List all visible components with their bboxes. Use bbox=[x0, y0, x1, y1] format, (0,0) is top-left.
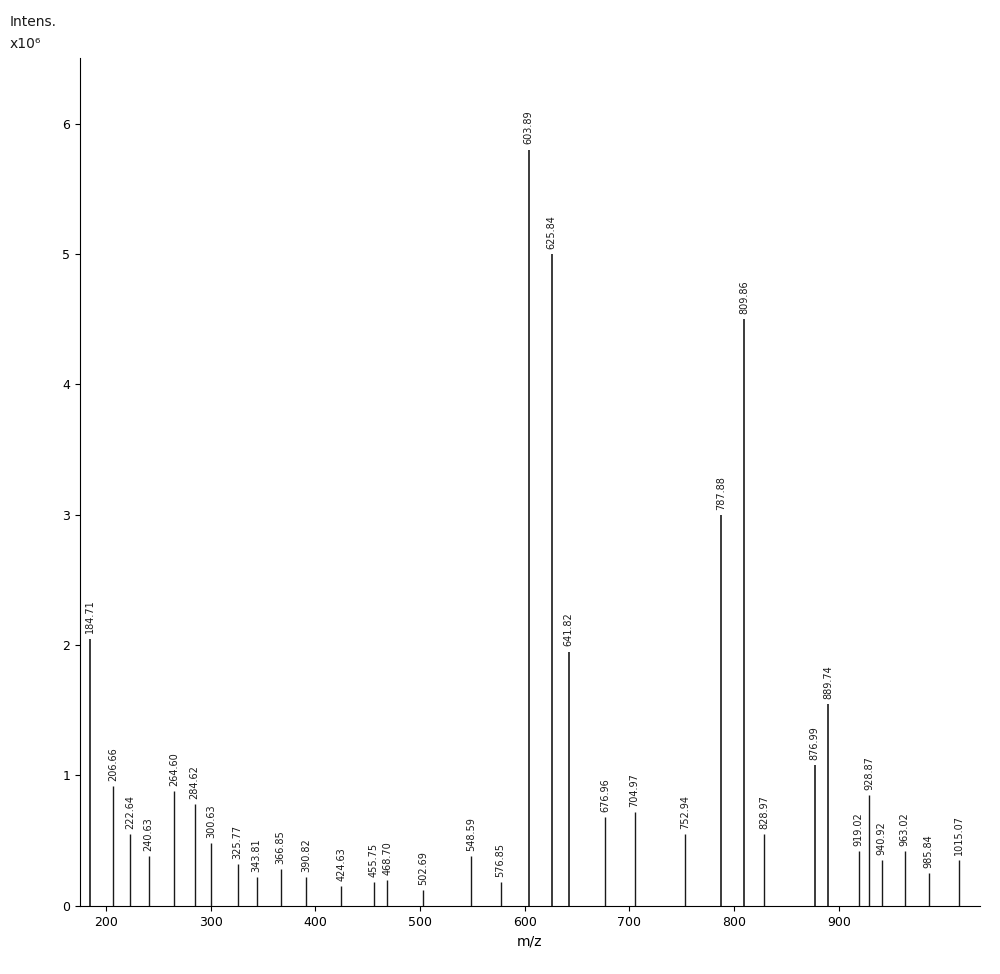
Text: 455.75: 455.75 bbox=[369, 843, 379, 878]
Text: 366.85: 366.85 bbox=[276, 831, 286, 864]
Text: 206.66: 206.66 bbox=[108, 747, 118, 781]
X-axis label: m/z: m/z bbox=[517, 934, 543, 948]
Text: 928.87: 928.87 bbox=[864, 756, 874, 790]
Text: 889.74: 889.74 bbox=[823, 665, 833, 698]
Text: 603.89: 603.89 bbox=[524, 111, 534, 144]
Text: 1015.07: 1015.07 bbox=[954, 815, 964, 855]
Text: 184.71: 184.71 bbox=[85, 600, 95, 633]
Text: 502.69: 502.69 bbox=[418, 851, 428, 885]
Text: 300.63: 300.63 bbox=[206, 805, 216, 838]
Text: 809.86: 809.86 bbox=[739, 281, 749, 314]
Text: 468.70: 468.70 bbox=[382, 841, 392, 875]
Text: 240.63: 240.63 bbox=[144, 817, 154, 851]
Text: 985.84: 985.84 bbox=[924, 835, 934, 868]
Text: 343.81: 343.81 bbox=[252, 839, 262, 872]
Text: 641.82: 641.82 bbox=[564, 613, 574, 647]
Text: Intens.: Intens. bbox=[10, 15, 57, 28]
Text: 222.64: 222.64 bbox=[125, 795, 135, 829]
Text: 576.85: 576.85 bbox=[496, 843, 506, 878]
Text: 787.88: 787.88 bbox=[716, 475, 726, 509]
Text: 325.77: 325.77 bbox=[233, 825, 243, 859]
Text: 284.62: 284.62 bbox=[190, 765, 200, 799]
Text: 828.97: 828.97 bbox=[759, 795, 769, 829]
Text: 940.92: 940.92 bbox=[877, 821, 887, 855]
Text: 548.59: 548.59 bbox=[466, 817, 476, 851]
Text: 963.02: 963.02 bbox=[900, 812, 910, 845]
Text: 919.02: 919.02 bbox=[854, 812, 864, 845]
Text: 625.84: 625.84 bbox=[547, 215, 557, 248]
Text: 752.94: 752.94 bbox=[680, 795, 690, 829]
Text: 264.60: 264.60 bbox=[169, 752, 179, 786]
Text: 876.99: 876.99 bbox=[810, 726, 820, 760]
Text: 676.96: 676.96 bbox=[600, 778, 610, 812]
Text: 704.97: 704.97 bbox=[630, 772, 640, 806]
Text: 424.63: 424.63 bbox=[336, 847, 346, 881]
Text: x10⁶: x10⁶ bbox=[10, 37, 41, 51]
Text: 390.82: 390.82 bbox=[301, 839, 311, 872]
